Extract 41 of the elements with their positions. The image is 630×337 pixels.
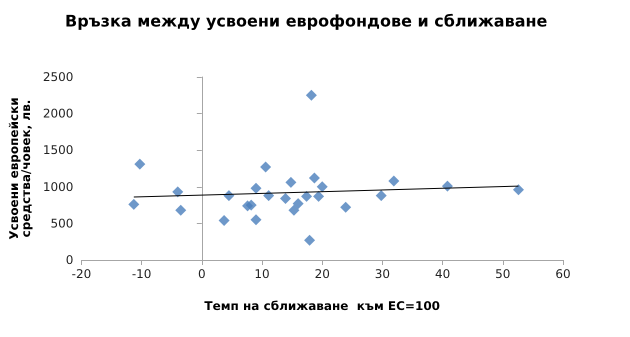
x-tick-label: 40 — [434, 267, 450, 281]
y-tick-label: 2500 — [42, 70, 74, 84]
point — [304, 234, 316, 246]
point — [175, 204, 186, 216]
y-axis-title: Усвоени европейски средства/човек, лв. — [7, 97, 33, 240]
x-tick-label: 30 — [374, 267, 390, 281]
point — [280, 193, 291, 204]
chart-title: Връзка между усвоени еврофондове и сближаване — [65, 12, 548, 30]
point — [313, 190, 324, 202]
y-tick-label: 2000 — [42, 106, 74, 121]
x-tick-label: 60 — [555, 267, 571, 281]
x-tick-label: 10 — [254, 267, 270, 281]
y-tick-label: 1000 — [42, 180, 74, 194]
point — [288, 204, 300, 216]
point — [260, 162, 272, 173]
point — [285, 176, 296, 188]
x-tick-label: 0 — [198, 267, 206, 281]
point — [316, 181, 328, 192]
x-tick-label: 50 — [495, 267, 510, 281]
point — [172, 186, 184, 198]
y-tick-label: 1500 — [42, 143, 74, 158]
point — [301, 190, 312, 202]
x-tick-label: -20 — [72, 267, 92, 281]
point — [250, 182, 262, 194]
point — [388, 175, 400, 186]
point — [246, 200, 257, 211]
x-axis-title: Темп на сближаване към ЕС=100 — [204, 299, 440, 313]
point — [308, 172, 320, 184]
point — [128, 198, 140, 210]
point — [512, 184, 524, 196]
point — [250, 214, 262, 226]
y-tick-label: 500 — [50, 216, 74, 230]
x-tick-label: -10 — [132, 267, 152, 281]
point — [134, 158, 146, 170]
point — [218, 214, 230, 226]
point — [376, 190, 387, 202]
point — [292, 198, 304, 210]
point — [306, 90, 317, 101]
y-tick-label: 0 — [66, 253, 74, 267]
point — [340, 202, 352, 213]
x-tick-label: 20 — [314, 267, 330, 281]
